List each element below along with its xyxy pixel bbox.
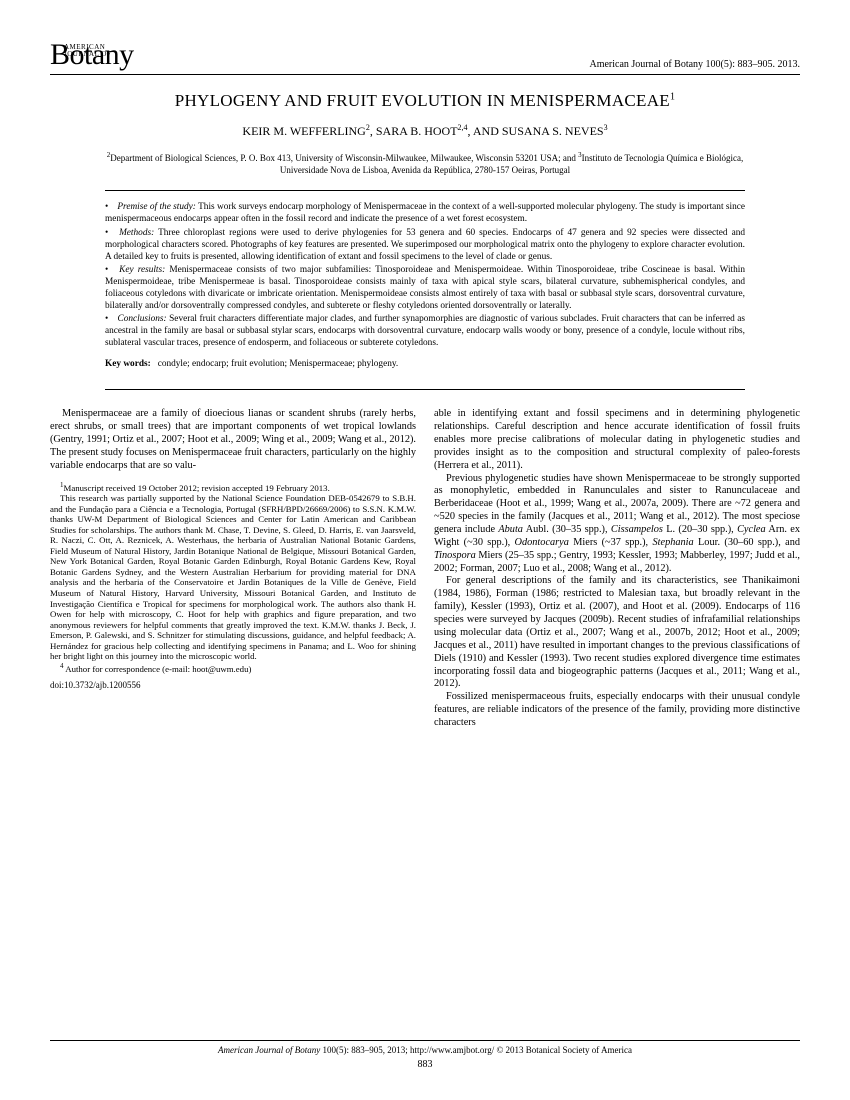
abstract-item: • Methods: Three chloroplast regions wer… (105, 227, 745, 263)
keywords-text: condyle; endocarp; fruit evolution; Meni… (158, 359, 399, 369)
authors: KEIR M. WEFFERLING2, SARA B. HOOT2,4, AN… (50, 123, 800, 139)
footnote-manuscript: 1Manuscript received 19 October 2012; re… (50, 481, 416, 493)
affiliations: 2Department of Biological Sciences, P. O… (90, 151, 760, 176)
abstract-text: This work surveys endocarp morphology of… (105, 202, 745, 224)
article-title: PHYLOGENY AND FRUIT EVOLUTION IN MENISPE… (50, 91, 800, 111)
keywords: Key words: condyle; endocarp; fruit evol… (105, 359, 745, 369)
abstract-text: Several fruit characters differentiate m… (105, 314, 745, 348)
abstract-text: Three chloroplast regions were used to d… (105, 228, 745, 262)
footnote-acknowledgements: This research was partially supported by… (50, 493, 416, 662)
abstract-item: • Conclusions: Several fruit characters … (105, 313, 745, 349)
title-footnote-marker: 1 (670, 91, 675, 102)
title-text: PHYLOGENY AND FRUIT EVOLUTION IN MENISPE… (175, 91, 670, 110)
column-left: Menispermaceae are a family of dioecious… (50, 408, 416, 729)
body-paragraph: Fossilized menispermaceous fruits, espec… (434, 691, 800, 730)
page-footer: American Journal of Botany 100(5): 883–9… (50, 1040, 800, 1070)
footnote-block: 1Manuscript received 19 October 2012; re… (50, 481, 416, 675)
abstract-label: Methods: (119, 228, 154, 238)
header-citation: American Journal of Botany 100(5): 883–9… (589, 59, 800, 70)
page-number: 883 (50, 1059, 800, 1070)
column-right: able in identifying extant and fossil sp… (434, 408, 800, 729)
body-paragraph: able in identifying extant and fossil sp… (434, 408, 800, 472)
abstract-list: • Premise of the study: This work survey… (105, 201, 745, 349)
abstract-label: Premise of the study: (117, 202, 196, 212)
body-columns: Menispermaceae are a family of dioecious… (50, 408, 800, 729)
footnote-correspondence: 4 Author for correspondence (e-mail: hoo… (50, 662, 416, 674)
header-row: AMERICAN JOURNAL OF Botany American Jour… (50, 40, 800, 75)
abstract-text: Menispermaceae consists of two major sub… (105, 265, 745, 311)
abstract-item: • Key results: Menispermaceae consists o… (105, 264, 745, 312)
abstract-label: Key results: (119, 265, 165, 275)
divider-bottom (105, 389, 745, 390)
abstract-box: • Premise of the study: This work survey… (105, 201, 745, 349)
body-paragraph: Previous phylogenetic studies have shown… (434, 473, 800, 576)
divider-top (105, 190, 745, 191)
body-paragraph: Menispermaceae are a family of dioecious… (50, 408, 416, 472)
abstract-item: • Premise of the study: This work survey… (105, 201, 745, 225)
keywords-label: Key words: (105, 359, 151, 369)
journal-logo: AMERICAN JOURNAL OF Botany (50, 40, 134, 70)
abstract-label: Conclusions: (118, 314, 167, 324)
footer-citation: American Journal of Botany 100(5): 883–9… (50, 1045, 800, 1055)
body-paragraph: For general descriptions of the family a… (434, 575, 800, 691)
logo-superscript: AMERICAN JOURNAL OF (64, 44, 134, 58)
doi: doi:10.3732/ajb.1200556 (50, 680, 416, 691)
